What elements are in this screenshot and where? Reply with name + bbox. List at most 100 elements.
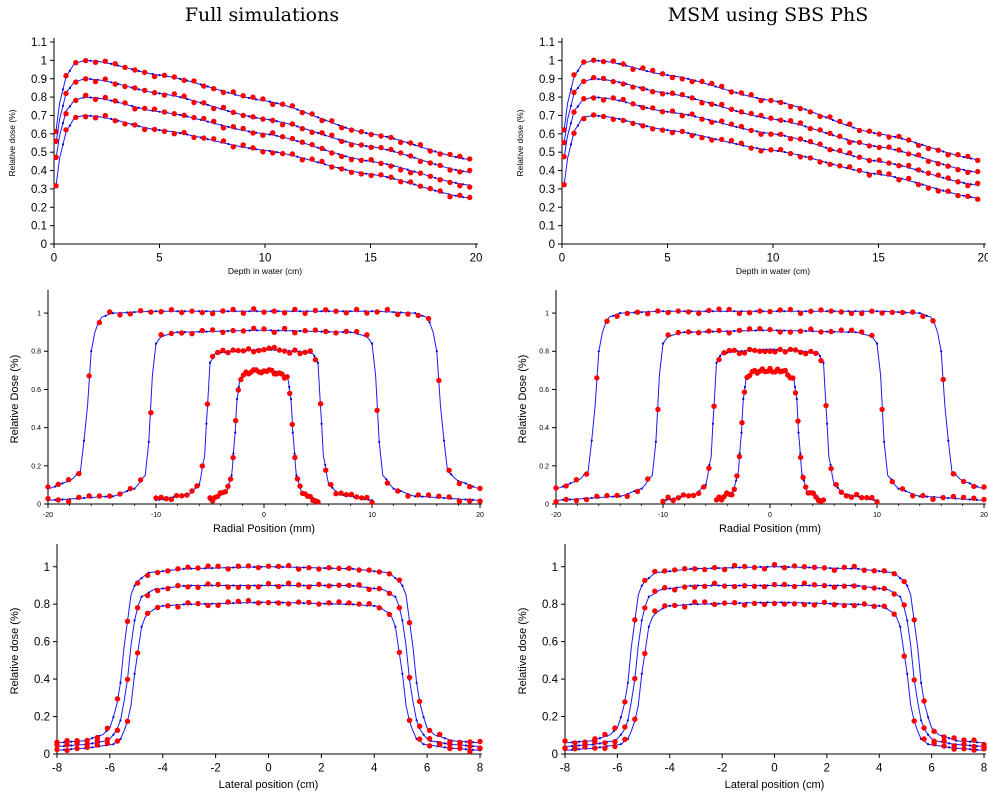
simulation-point xyxy=(104,314,107,317)
reference-point xyxy=(220,308,226,314)
x-tick-label: -2 xyxy=(717,763,727,775)
reference-point xyxy=(896,177,902,183)
simulation-point xyxy=(110,117,113,121)
simulation-curve xyxy=(564,601,985,751)
reference-point xyxy=(741,389,748,395)
reference-point xyxy=(562,745,568,752)
reference-point xyxy=(847,150,853,156)
reference-point xyxy=(230,89,236,95)
simulation-point xyxy=(70,744,73,747)
reference-point xyxy=(364,494,370,501)
reference-point xyxy=(751,600,758,607)
reference-point xyxy=(803,484,809,490)
reference-point xyxy=(346,600,352,606)
reference-point xyxy=(886,171,892,177)
simulation-point xyxy=(133,487,136,490)
reference-point xyxy=(612,739,618,745)
simulation-point xyxy=(68,124,71,127)
x-tick-label: 10 xyxy=(767,253,780,265)
reference-point xyxy=(553,485,559,491)
reference-point xyxy=(876,144,882,151)
reference-point xyxy=(741,583,748,589)
simulation-point xyxy=(394,625,397,628)
reference-point xyxy=(726,347,732,354)
simulation-point xyxy=(277,310,280,313)
reference-point xyxy=(65,477,72,483)
reference-point xyxy=(841,583,847,589)
reference-point xyxy=(339,125,345,131)
reference-point xyxy=(148,309,154,315)
simulation-point xyxy=(854,331,857,334)
reference-point xyxy=(797,105,804,112)
reference-point xyxy=(699,100,705,106)
reference-point xyxy=(230,327,236,334)
simulation-point xyxy=(597,78,600,81)
simulation-point xyxy=(206,85,209,88)
simulation-point xyxy=(428,321,431,324)
simulation-point xyxy=(206,120,209,123)
reference-point xyxy=(151,90,158,96)
lateral-profile-chart-full-simulations: 0 0.2 0.4 0.6 0.8 1 -8 -6 -4 -2 0 2 4 6 8 Lateral posit… xyxy=(9,544,483,791)
simulation-point xyxy=(296,140,299,143)
simulation-point xyxy=(831,119,834,122)
simulation-point xyxy=(921,143,924,146)
simulation-point xyxy=(385,148,389,151)
reference-point xyxy=(602,740,608,746)
reference-point xyxy=(260,96,266,102)
reference-point xyxy=(726,306,732,313)
reference-point xyxy=(622,699,628,705)
simulation-point xyxy=(323,602,326,605)
simulation-point xyxy=(570,745,574,748)
reference-point xyxy=(837,147,843,154)
simulation-point xyxy=(666,92,669,95)
simulation-point xyxy=(179,113,182,117)
reference-point xyxy=(762,348,768,355)
reference-point xyxy=(699,116,705,122)
simulation-point xyxy=(176,310,179,313)
simulation-point xyxy=(761,329,764,332)
y-tick-label: 0.4 xyxy=(539,425,549,432)
reference-point xyxy=(378,133,384,139)
reference-point xyxy=(395,311,401,318)
simulation-point xyxy=(576,105,579,108)
simulation-point xyxy=(647,577,650,580)
reference-point xyxy=(562,738,568,744)
reference-point xyxy=(610,78,616,85)
reference-point xyxy=(758,97,764,104)
simulation-point xyxy=(897,487,900,490)
reference-point xyxy=(467,739,473,745)
simulation-point xyxy=(415,719,418,722)
reference-point xyxy=(828,465,834,472)
simulation-point xyxy=(275,102,278,105)
reference-point xyxy=(417,158,424,164)
reference-point xyxy=(306,584,312,590)
reference-point xyxy=(155,604,161,611)
reference-point xyxy=(669,74,676,81)
reference-point xyxy=(158,332,164,338)
reference-point xyxy=(561,182,567,188)
reference-point xyxy=(155,587,161,594)
reference-point xyxy=(83,114,89,120)
reference-point xyxy=(662,585,668,591)
reference-point xyxy=(270,150,276,156)
reference-point xyxy=(165,568,171,574)
simulation-point xyxy=(968,748,972,751)
x-tick-label: 4 xyxy=(371,763,378,775)
reference-point xyxy=(329,150,335,156)
reference-point xyxy=(329,164,335,170)
reference-point xyxy=(437,731,443,738)
reference-point xyxy=(841,602,847,609)
reference-point xyxy=(225,599,231,605)
y-axis-label: Relative dose (%) xyxy=(517,608,529,695)
simulation-point xyxy=(91,737,94,740)
simulation-point xyxy=(920,719,923,722)
reference-point xyxy=(222,489,229,495)
reference-point xyxy=(729,492,735,498)
simulation-point xyxy=(62,741,66,744)
simulation-point xyxy=(804,329,807,333)
simulation-point xyxy=(962,194,965,197)
reference-point xyxy=(630,66,636,72)
reference-point xyxy=(158,309,164,315)
simulation-point xyxy=(925,314,928,317)
simulation-point xyxy=(205,330,208,333)
